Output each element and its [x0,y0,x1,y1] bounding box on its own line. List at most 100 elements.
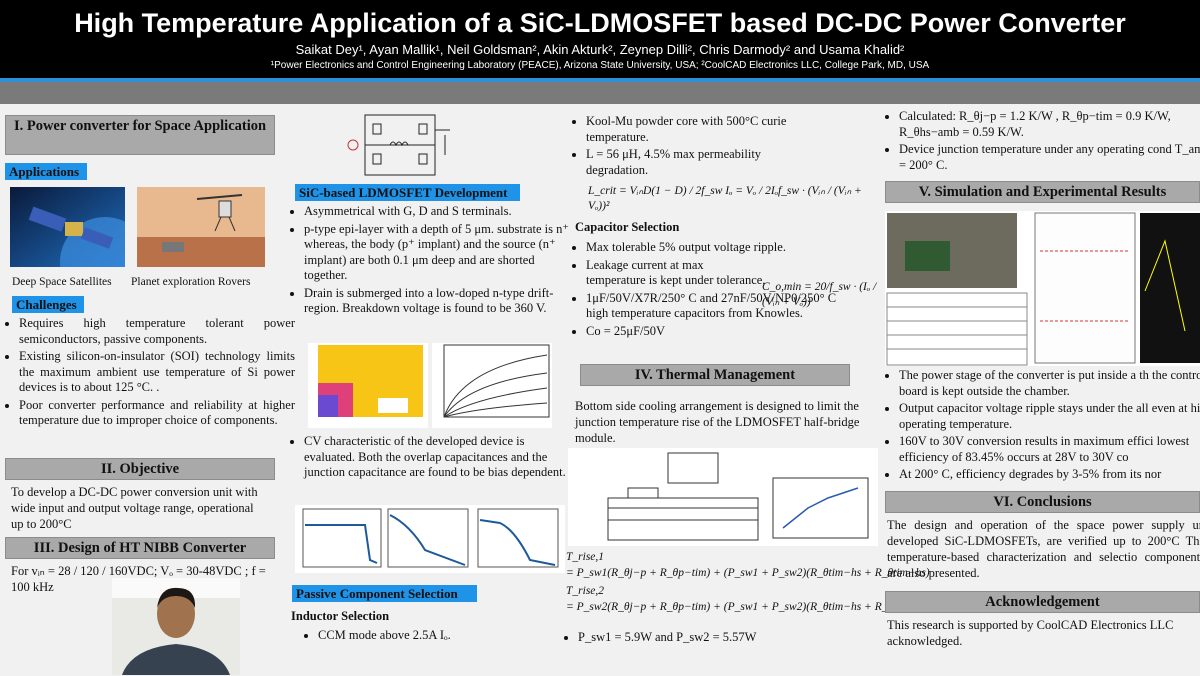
results-list: The power stage of the converter is put … [885,368,1200,485]
shape [387,508,469,568]
shape [443,344,550,418]
iv-plot [432,343,552,428]
bullet: Output capacitor voltage ripple stays un… [899,401,1200,432]
bullet: Leakage current at max temperature is ke… [586,258,766,289]
shape [364,114,450,176]
shape [305,524,378,564]
bullet: 160V to 30V conversion results in maximu… [899,434,1200,465]
subheading: Applications [5,163,87,180]
shape [122,644,230,675]
shape [443,372,548,418]
shape [218,200,232,218]
shape [302,508,382,568]
shape [196,194,243,200]
affiliations: ¹Power Electronics and Control Engineeri… [270,60,930,71]
shape [389,141,409,147]
subheading: Challenges [12,296,84,313]
thermal-text: Bottom side cooling arrangement is desig… [575,399,860,445]
acknowledgement: This research is supported by CoolCAD El… [887,618,1174,648]
thermal-list: Calculated: R_θj−p = 1.2 K/W , R_θp−tim … [885,109,1200,175]
caption: Planet exploration Rovers [131,276,251,288]
section-title: V. Simulation and Experimental Results [885,181,1200,203]
shape [443,387,548,418]
bullet: Max tolerable 5% output voltage ripple. [586,240,846,256]
bullet: At 200° C, efficiency degrades by 3-5% f… [899,467,1200,483]
bullet: Kool-Mu powder core with 500°C curie tem… [586,114,826,145]
bullet: Co = 25μF/50V [586,324,846,340]
inductor-list: CCM mode above 2.5A Iₒ. [304,628,568,646]
shape [772,477,869,539]
conclusions: The design and operation of the space po… [887,518,1200,580]
bullet: P_sw1 = 5.9W and P_sw2 = 5.57W [578,630,878,646]
shape [667,452,719,484]
subheading: SiC-based LDMOSFET Development [295,184,520,201]
satellite-image [10,187,125,267]
subheading: Inductor Selection [291,609,390,623]
header: High Temperature Application of a SiC-LD… [0,0,1200,78]
section-title: IV. Thermal Management [580,364,850,386]
shape [479,519,556,566]
shape [80,227,114,249]
spec: For vᵢₙ = 28 / 120 / 160VDC; Vₒ = 30-48V… [11,564,266,594]
shape [372,123,382,135]
shape [318,395,338,417]
equation: = P_sw1(R_θj−p + R_θp−tim) + (P_sw1 + P_… [566,567,930,579]
thermal-figure [568,448,878,546]
cv-plots [295,505,565,573]
shape [295,505,565,573]
psw-list: P_sw1 = 5.9W and P_sw2 = 5.57W [564,630,878,648]
cv-list: CV characteristic of the developed devic… [290,434,574,483]
shape [228,216,236,232]
shape [568,448,878,546]
objective: To develop a DC-DC power conversion unit… [11,485,258,531]
column: Calculated: R_θj−p = 1.2 K/W , R_θp−tim … [885,106,1200,676]
bullet: Poor converter performance and reliabili… [19,398,295,429]
shape [302,508,559,568]
bullet: Requires high temperature tolerant power… [19,316,295,347]
challenge-list: Requires high temperature tolerant power… [5,316,295,431]
caption: Deep Space Satellites [12,276,112,288]
shape [137,237,265,267]
bullet: 1μF/50V/X7R/250° C and 27nF/50V/NP0/250°… [586,291,846,322]
shape [418,153,428,165]
section-title: III. Design of HT NIBB Converter [5,537,275,559]
shape [378,398,408,413]
shape [432,343,552,428]
bullet: CV characteristic of the developed devic… [304,434,574,481]
equation: C_o,min = 20/f_sw · (Iₒ / (Vᵢₙ + Vₒ)) [762,281,877,308]
doping-plot [308,343,428,428]
shape [443,344,550,418]
shape [65,222,83,236]
shape [162,242,184,252]
inductor-list: Kool-Mu powder core with 500°C curie tem… [572,114,826,180]
bullet: Asymmetrical with G, D and S terminals. [304,204,574,220]
bullet: The power stage of the converter is put … [899,368,1200,399]
bullet: L = 56 μH, 4.5% max permeability degrada… [586,147,826,178]
shape [443,354,548,418]
divider [0,78,1200,82]
equation: = P_sw2(R_θj−p + R_θp−tim) + (P_sw1 + P_… [566,601,930,613]
equation: L_crit = VᵢₙD(1 − D) / 2f_sw Iₒ = Vₒ / 2… [588,185,862,212]
shape [1140,213,1200,363]
subheading: Capacitor Selection [575,220,680,234]
title: High Temperature Application of a SiC-LD… [74,8,1126,38]
results-figure [885,211,1200,366]
section-title: VI. Conclusions [885,491,1200,513]
subheading: Passive Component Selection [292,585,477,602]
shape [607,519,759,541]
bullet: Existing silicon-on-insulator (SOI) tech… [19,349,295,396]
shape [214,216,222,232]
shape [418,123,428,135]
bullet: Device junction temperature under any op… [899,142,1200,173]
section-title: II. Objective [5,458,275,480]
shape [1144,239,1186,332]
section-title: I. Power converter for Space Application [5,115,275,155]
authors: Saikat Dey¹, Ayan Mallik¹, Neil Goldsman… [295,42,905,57]
band [0,82,1200,104]
capacitor-list: Max tolerable 5% output voltage ripple. … [572,240,846,341]
shape [157,590,195,638]
bullet: Calculated: R_θj−p = 1.2 K/W , R_θp−tim … [899,109,1200,140]
shape [372,153,382,165]
shape [305,514,556,566]
